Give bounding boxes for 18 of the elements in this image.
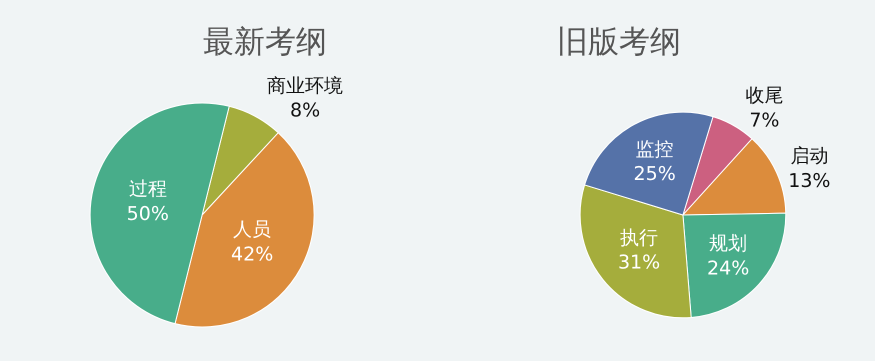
data-label: 7% bbox=[749, 109, 780, 132]
data-label: 13% bbox=[788, 170, 830, 192]
data-label: 42% bbox=[231, 243, 274, 266]
data-label: 8% bbox=[290, 100, 320, 122]
data-label: 31% bbox=[618, 252, 660, 274]
slice-label: 规划 bbox=[709, 232, 748, 255]
slice-label: 监控 bbox=[636, 138, 674, 160]
slice-label: 启动 bbox=[790, 145, 828, 168]
chart-title: 最新考纲 bbox=[203, 24, 327, 60]
data-label: 50% bbox=[126, 202, 169, 225]
chart-title: 旧版考纲 bbox=[557, 24, 681, 60]
data-label: 24% bbox=[707, 257, 750, 280]
slice-label: 收尾 bbox=[745, 84, 784, 107]
slice-label: 人员 bbox=[233, 218, 272, 241]
slice-label: 商业环境 bbox=[267, 75, 344, 98]
slice-label: 过程 bbox=[128, 178, 167, 200]
data-label: 25% bbox=[634, 163, 676, 186]
slice-label: 执行 bbox=[620, 226, 658, 249]
